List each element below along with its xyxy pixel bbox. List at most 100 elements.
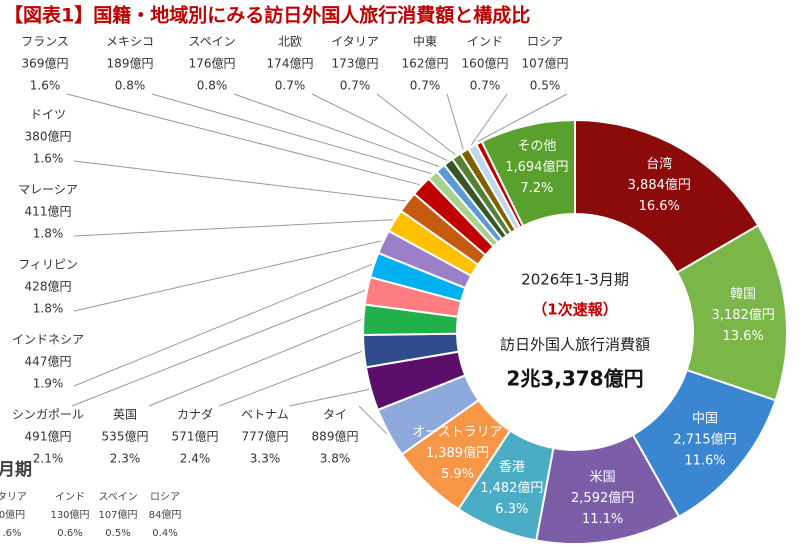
leader-line bbox=[446, 93, 464, 150]
cropped-name: ロシア bbox=[150, 492, 180, 503]
value-label: 189億円 bbox=[107, 57, 154, 71]
percent-label: 13.6% bbox=[723, 329, 764, 344]
percent-label: 6.3% bbox=[495, 502, 528, 517]
leader-line bbox=[477, 93, 568, 142]
value-label: 160億円 bbox=[462, 57, 509, 71]
wedge bbox=[574, 118, 760, 275]
value-label: 491億円 bbox=[25, 430, 72, 444]
category-label: 台湾 bbox=[646, 156, 672, 172]
chart-title: 【図表1】国籍・地域別にみる訪日外国人旅行消費額と構成比 bbox=[4, 4, 530, 27]
percent-label: 1.6% bbox=[33, 152, 64, 166]
category-label: ロシア bbox=[527, 35, 563, 49]
value-label: 1,389億円 bbox=[426, 445, 489, 461]
value-label: 162億円 bbox=[402, 57, 449, 71]
percent-label: 1.9% bbox=[33, 377, 64, 391]
percent-label: 2.1% bbox=[33, 452, 64, 466]
leader-line bbox=[71, 289, 366, 407]
category-label: タイ bbox=[323, 408, 347, 422]
percent-label: 16.6% bbox=[639, 199, 680, 214]
category-label: ベトナム bbox=[241, 408, 289, 422]
category-label: 北欧 bbox=[278, 35, 302, 49]
leader-line bbox=[66, 93, 420, 186]
percent-label: 0.7% bbox=[470, 79, 501, 93]
value-label: 1,482億円 bbox=[480, 480, 543, 496]
value-label: 411億円 bbox=[25, 205, 72, 219]
category-label: 中東 bbox=[413, 34, 437, 49]
category-label: スペイン bbox=[188, 35, 235, 49]
category-label: フィリピン bbox=[18, 258, 78, 272]
value-label: 107億円 bbox=[522, 57, 569, 71]
category-label: ドイツ bbox=[30, 108, 66, 122]
category-label: 中国 bbox=[692, 411, 718, 426]
cropped-name: インド bbox=[55, 492, 85, 503]
value-label: 2,592億円 bbox=[571, 490, 634, 506]
percent-label: 3.3% bbox=[250, 452, 281, 466]
percent-label: 3.8% bbox=[320, 452, 351, 466]
category-label: フランス bbox=[21, 35, 69, 49]
cropped-value: 0億円 bbox=[0, 508, 25, 521]
category-label: オーストラリア bbox=[412, 425, 502, 440]
leader-line bbox=[376, 93, 456, 156]
category-label: メキシコ bbox=[106, 35, 154, 49]
category-label: 英国 bbox=[113, 408, 137, 422]
leader-line bbox=[311, 93, 448, 161]
category-label: 韓国 bbox=[730, 287, 756, 302]
category-label: カナダ bbox=[177, 407, 213, 422]
value-label: 889億円 bbox=[312, 430, 359, 444]
percent-label: 7.2% bbox=[520, 181, 553, 196]
cropped-share: 0.4% bbox=[152, 528, 177, 539]
percent-label: 0.8% bbox=[115, 79, 146, 93]
leader-line bbox=[358, 405, 388, 435]
value-label: 535億円 bbox=[102, 430, 149, 444]
cropped-value: 84億円 bbox=[149, 508, 182, 521]
category-label: 香港 bbox=[499, 460, 525, 475]
leader-line bbox=[151, 93, 432, 174]
value-label: 176億円 bbox=[189, 57, 236, 71]
percent-label: 1.8% bbox=[33, 302, 64, 316]
center-period: 2026年1-3月期 bbox=[521, 271, 629, 289]
leader-line bbox=[218, 350, 363, 407]
percent-label: 11.6% bbox=[684, 453, 725, 468]
value-label: 2,715億円 bbox=[673, 431, 736, 447]
value-label: 380億円 bbox=[25, 130, 72, 144]
percent-label: 0.7% bbox=[340, 79, 371, 93]
cropped-value: 130億円 bbox=[50, 508, 89, 521]
center-note: （1次速報） bbox=[532, 301, 617, 319]
wedge bbox=[480, 118, 576, 228]
category-label: インド bbox=[467, 35, 503, 49]
value-label: 777億円 bbox=[242, 430, 289, 444]
cropped-share: 0.5% bbox=[105, 528, 130, 539]
percent-label: 2.4% bbox=[180, 452, 211, 466]
cropped-share: .6% bbox=[2, 528, 21, 539]
value-label: 369億円 bbox=[22, 57, 69, 71]
value-label: 174億円 bbox=[267, 57, 314, 71]
cropped-value: 107億円 bbox=[98, 508, 137, 521]
leader-line bbox=[233, 93, 440, 168]
cropped-share: 0.6% bbox=[57, 528, 82, 539]
cropped-name: スペイン bbox=[98, 492, 137, 503]
leader-line bbox=[288, 388, 369, 407]
category-label: その他 bbox=[517, 139, 556, 154]
leader-line bbox=[73, 240, 382, 312]
center-metric: 訪日外国人旅行消費額 bbox=[500, 336, 650, 354]
category-label: インドネシア bbox=[12, 333, 84, 347]
category-label: 米国 bbox=[590, 470, 616, 485]
cropped-title: 月期 bbox=[0, 460, 32, 480]
category-label: マレーシア bbox=[18, 183, 78, 197]
category-label: シンガポール bbox=[12, 408, 84, 422]
center-total: 2兆3,378億円 bbox=[506, 367, 643, 391]
value-label: 3,182億円 bbox=[712, 307, 775, 323]
percent-label: 11.1% bbox=[582, 512, 623, 527]
leader-line bbox=[73, 263, 373, 387]
percent-label: 0.5% bbox=[530, 79, 561, 93]
value-label: 3,884億円 bbox=[628, 177, 691, 193]
cropped-name: タリア bbox=[0, 491, 27, 503]
percent-label: 0.8% bbox=[197, 79, 228, 93]
percent-label: 0.7% bbox=[410, 79, 441, 93]
leader-line bbox=[148, 319, 362, 407]
leader-line bbox=[470, 93, 508, 146]
value-label: 571億円 bbox=[172, 430, 219, 444]
percent-label: 1.6% bbox=[30, 79, 61, 93]
percent-label: 2.3% bbox=[110, 452, 141, 466]
